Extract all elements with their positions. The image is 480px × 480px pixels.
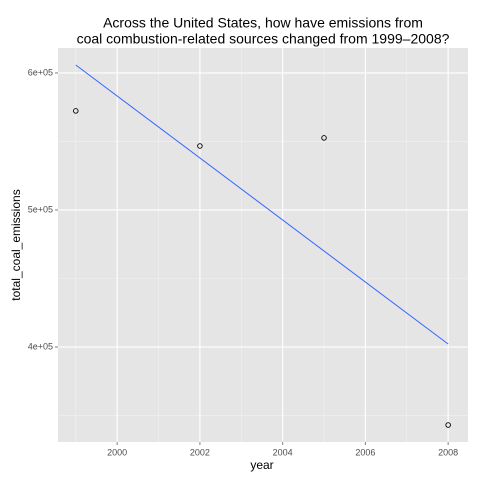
y-axis-label: total_coal_emissions xyxy=(9,189,23,300)
point xyxy=(197,143,203,149)
plot-panel xyxy=(58,48,468,442)
y-tick-label: 6e+05 xyxy=(28,67,53,77)
x-tick-label: 2002 xyxy=(190,447,210,457)
y-tick-label: 5e+05 xyxy=(28,204,53,214)
fit-line xyxy=(75,64,449,345)
x-tick-label: 2004 xyxy=(273,447,293,457)
point xyxy=(445,422,451,428)
x-axis-label: year xyxy=(250,458,273,472)
x-tick-label: 2008 xyxy=(438,447,458,457)
point xyxy=(73,108,79,114)
x-tick-label: 2000 xyxy=(107,447,127,457)
chart-title: coal combustion-related sources changed … xyxy=(77,31,450,47)
x-tick-label: 2006 xyxy=(355,447,375,457)
chart-title: Across the United States, how have emiss… xyxy=(103,15,423,31)
point xyxy=(321,135,327,141)
y-tick-label: 4e+05 xyxy=(28,341,53,351)
